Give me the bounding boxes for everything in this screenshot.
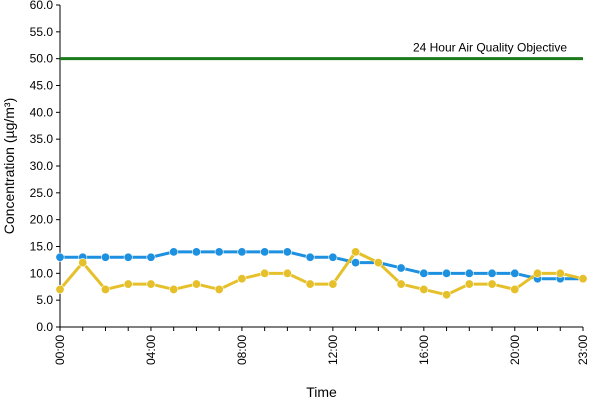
series-layer (55, 247, 588, 300)
x-tick-label: 08:00 (235, 335, 249, 365)
series-2-point (123, 279, 133, 289)
series-2-point (78, 258, 88, 268)
x-tick-label: 00:00 (53, 335, 67, 365)
series-2-point (55, 284, 65, 294)
y-tick-label: 30.0 (30, 159, 54, 173)
x-tick-label: 16:00 (417, 335, 431, 365)
y-tick-label: 15.0 (30, 240, 54, 254)
series-2-point (487, 279, 497, 289)
series-line-1 (60, 250, 583, 281)
y-tick-label: 50.0 (30, 52, 54, 66)
series-1-point (214, 247, 224, 257)
series-2-point (146, 279, 156, 289)
series-1-point (328, 252, 338, 262)
y-tick-label: 60.0 (30, 0, 54, 12)
series-1-point (237, 247, 247, 257)
y-tick-label: 55.0 (30, 25, 54, 39)
series-1-point (396, 263, 406, 273)
series-2-point (533, 268, 543, 278)
y-tick-label: 40.0 (30, 105, 54, 119)
series-2-point (464, 279, 474, 289)
series-2-point (282, 268, 292, 278)
axes-layer: 0.0 5.0 10.0 15.0 20.0 25.0 30.0 35.0 40.0 45.0 50… (30, 0, 590, 365)
series-2-point (328, 279, 338, 289)
series-2-point (305, 279, 315, 289)
series-2-point (260, 268, 270, 278)
series-1-point (510, 268, 520, 278)
series-2-point (396, 279, 406, 289)
y-tick-label: 0.0 (36, 320, 53, 334)
series-2-point (214, 284, 224, 294)
y-tick-label: 5.0 (36, 293, 53, 307)
series-1-point (123, 252, 133, 262)
series-1-point (260, 247, 270, 257)
reference-line-label: 24 Hour Air Quality Objective (413, 41, 567, 55)
series-2-point (237, 274, 247, 284)
x-axis-title: Time (306, 384, 337, 400)
y-tick-label: 20.0 (30, 213, 54, 227)
series-2-point (351, 247, 361, 257)
series-1-point (464, 268, 474, 278)
series-2-point (191, 279, 201, 289)
series-1-point (351, 258, 361, 268)
series-2-point (555, 268, 565, 278)
series-1-point (169, 247, 179, 257)
series-1-point (146, 252, 156, 262)
series-2-point (100, 284, 110, 294)
series-1-point (442, 268, 452, 278)
y-axis-title: Concentration (µg/m³) (1, 98, 17, 234)
series-1-point (419, 268, 429, 278)
y-tick-label: 45.0 (30, 79, 54, 93)
x-tick-label: 12:00 (326, 335, 340, 365)
series-2-point (442, 290, 452, 300)
series-1-point (100, 252, 110, 262)
series-1-point (282, 247, 292, 257)
series-2-point (578, 274, 588, 284)
series-1-point (305, 252, 315, 262)
series-1-point (191, 247, 201, 257)
series-2-point (510, 284, 520, 294)
series-2-point (169, 284, 179, 294)
x-tick-label: 04:00 (144, 335, 158, 365)
x-tick-label: 20:00 (508, 335, 522, 365)
series-2-point (373, 258, 383, 268)
reference-line-layer: 24 Hour Air Quality Objective (60, 41, 583, 61)
y-tick-label: 10.0 (30, 266, 54, 280)
series-2-point (419, 284, 429, 294)
series-1-point (487, 268, 497, 278)
x-tick-label: 23:00 (576, 335, 590, 365)
series-1-point (55, 252, 65, 262)
y-tick-label: 25.0 (30, 186, 54, 200)
y-tick-label: 35.0 (30, 132, 54, 146)
